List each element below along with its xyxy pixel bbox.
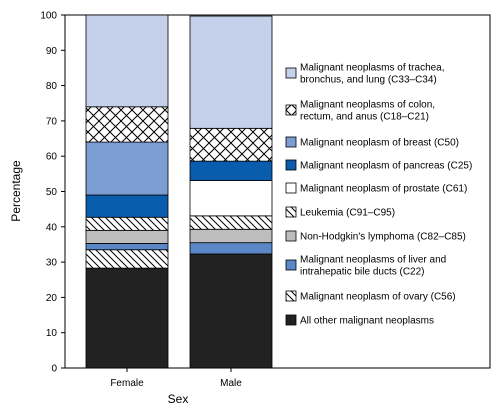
y-tick-label: 90 xyxy=(46,46,58,57)
legend-label: Malignant neoplasm of breast (C50) xyxy=(300,138,459,149)
y-tick-label: 60 xyxy=(46,152,58,163)
bar-segment xyxy=(85,141,169,196)
legend-swatch xyxy=(285,230,297,242)
legend-label: rectum, and anus (C18–C21) xyxy=(300,112,429,123)
y-tick-label: 100 xyxy=(40,11,57,22)
y-tick-label: 30 xyxy=(46,258,58,269)
y-axis-label: Percentage xyxy=(9,160,23,222)
legend-swatch xyxy=(285,259,297,271)
x-tick-label: Female xyxy=(110,378,144,389)
bar-segment xyxy=(189,215,273,230)
legend-label: Malignant neoplasms of liver and xyxy=(300,255,446,266)
bar-segment xyxy=(189,160,273,181)
x-tick-label: Male xyxy=(220,378,242,389)
bar-segment xyxy=(85,216,169,231)
bar-segment xyxy=(189,253,273,369)
y-tick-label: 20 xyxy=(46,293,58,304)
bar-segment xyxy=(85,242,169,251)
legend-swatch xyxy=(285,314,297,326)
bar-segment xyxy=(85,267,169,369)
y-tick-label: 80 xyxy=(46,81,58,92)
legend-label: bronchus, and lung (C33–C34) xyxy=(300,75,437,86)
bar-segment xyxy=(85,229,169,244)
legend-label: Non-Hodgkin's lymphoma (C82–C85) xyxy=(300,232,466,243)
legend-label: Leukemia (C91–C95) xyxy=(300,208,395,219)
legend-label: Malignant neoplasm of ovary (C56) xyxy=(300,292,456,303)
legend-swatch xyxy=(285,136,297,148)
legend-label: Malignant neoplasm of prostate (C61) xyxy=(300,184,467,195)
bars xyxy=(85,14,273,369)
bar-segment xyxy=(189,242,273,255)
axes: 0 10 20 30 40 50 60 70 80 90 100 Female Male xyxy=(40,11,491,389)
y-tick-label: 50 xyxy=(46,187,58,198)
legend-swatch xyxy=(285,290,297,302)
x-axis-label: Sex xyxy=(168,392,189,406)
legend-label: Malignant neoplasm of pancreas (C25) xyxy=(300,161,472,172)
legend-swatch xyxy=(285,67,297,79)
legend-swatch xyxy=(285,159,297,171)
legend-swatch xyxy=(285,206,297,218)
bar-segment xyxy=(189,180,273,217)
legend-label: All other malignant neoplasms xyxy=(300,316,434,327)
legend: Malignant neoplasms of trachea,bronchus,… xyxy=(285,63,472,327)
bar-segment xyxy=(189,127,273,162)
bar-segment xyxy=(85,106,169,143)
bar-segment xyxy=(85,249,169,269)
y-tick-label: 0 xyxy=(51,364,57,375)
bar-segment xyxy=(189,228,273,244)
y-tick-label: 10 xyxy=(46,328,58,339)
y-tick-label: 40 xyxy=(46,222,58,233)
y-tick-label: 70 xyxy=(46,116,58,127)
legend-swatch xyxy=(285,104,297,116)
bar-segment xyxy=(85,194,169,218)
bar-segment xyxy=(85,14,169,108)
legend-swatch xyxy=(285,182,297,194)
legend-label: Malignant neoplasms of trachea, xyxy=(300,63,445,74)
legend-label: Malignant neoplasms of colon, xyxy=(300,100,435,111)
bar-segment xyxy=(189,15,273,129)
legend-label: intrahepatic bile ducts (C22) xyxy=(300,267,425,278)
